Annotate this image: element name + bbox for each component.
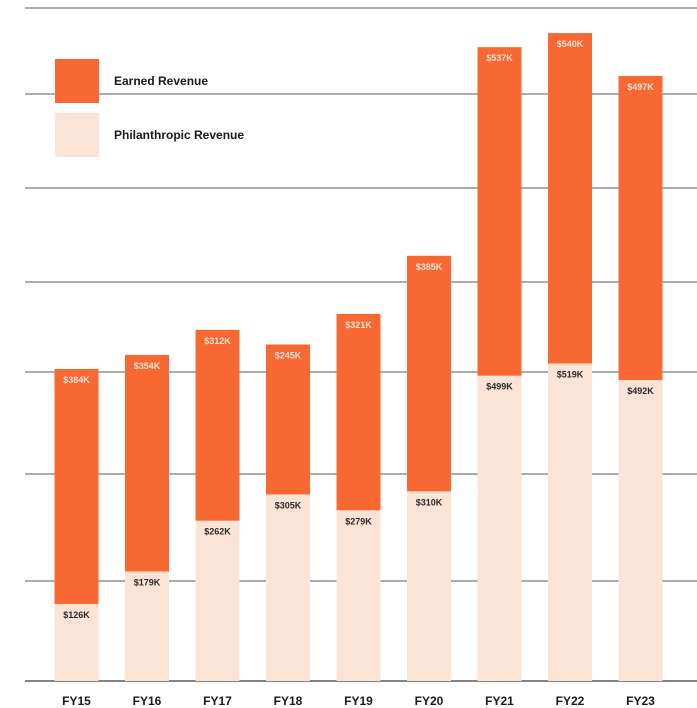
bar-earned-fy16 (125, 354, 169, 572)
legend-label-philanthropic-revenue: Philanthropic Revenue (114, 128, 244, 142)
bar-philanthropic-fy19 (336, 510, 381, 681)
bar-label-philanthropic-fy15: $126K (63, 610, 90, 620)
bar-philanthropic-fy15 (54, 603, 99, 681)
x-tick-label-fy21: FY21 (485, 694, 514, 708)
bar-value-labels: $126K $384K $179K $354K $262K $312K $305K $245K… (63, 39, 654, 620)
x-tick-label-fy23: FY23 (626, 694, 655, 708)
bar-philanthropic-fy16 (125, 571, 169, 681)
bar-label-philanthropic-fy22: $519K (557, 369, 584, 379)
bar-label-earned-fy20: $385K (416, 262, 443, 272)
bar-philanthropic-fy22 (548, 363, 592, 681)
x-tick-label-fy17: FY17 (203, 694, 232, 708)
bars (54, 33, 663, 681)
bar-philanthropic-fy17 (195, 520, 240, 681)
bar-earned-fy20 (407, 255, 451, 492)
bar-label-earned-fy21: $537K (486, 53, 513, 63)
bar-label-philanthropic-fy20: $310K (416, 497, 443, 507)
bar-label-philanthropic-fy21: $499K (486, 382, 513, 392)
bar-earned-fy22 (548, 33, 592, 364)
bar-label-philanthropic-fy18: $305K (275, 500, 302, 510)
x-axis-tick-labels: FY15 FY16 FY17 FY18 FY19 FY20 FY21 FY22 FY23 (62, 694, 655, 708)
bar-label-earned-fy16: $354K (134, 361, 161, 371)
x-tick-label-fy19: FY19 (344, 694, 373, 708)
bar-label-earned-fy19: $321K (345, 320, 372, 330)
bar-earned-fy21 (477, 47, 522, 376)
x-tick-label-fy22: FY22 (556, 694, 585, 708)
x-tick-label-fy18: FY18 (274, 694, 303, 708)
bar-philanthropic-fy20 (407, 491, 451, 681)
bar-earned-fy23 (618, 75, 663, 380)
bar-philanthropic-fy18 (266, 494, 310, 681)
bar-earned-fy19 (336, 313, 381, 511)
bar-earned-fy15 (54, 368, 99, 604)
legend-swatch-philanthropic-revenue (55, 113, 99, 157)
bar-label-philanthropic-fy16: $179K (134, 577, 161, 587)
x-tick-label-fy20: FY20 (415, 694, 444, 708)
legend: Earned Revenue Philanthropic Revenue (55, 59, 244, 157)
bar-label-philanthropic-fy19: $279K (345, 516, 372, 526)
legend-label-earned-revenue: Earned Revenue (114, 74, 208, 88)
bar-label-philanthropic-fy23: $492K (627, 386, 654, 396)
bar-philanthropic-fy23 (618, 379, 663, 681)
bar-label-earned-fy17: $312K (204, 336, 231, 346)
bar-label-earned-fy18: $245K (275, 351, 302, 361)
bar-earned-fy18 (266, 344, 310, 495)
bar-label-philanthropic-fy17: $262K (204, 527, 231, 537)
bar-label-earned-fy15: $384K (63, 375, 90, 385)
legend-swatch-earned-revenue (55, 59, 99, 103)
x-tick-label-fy16: FY16 (133, 694, 162, 708)
bar-philanthropic-fy21 (477, 375, 522, 681)
bar-label-earned-fy23: $497K (627, 82, 654, 92)
x-tick-label-fy15: FY15 (62, 694, 91, 708)
bar-earned-fy17 (195, 329, 240, 521)
bar-label-earned-fy22: $540K (557, 39, 584, 49)
